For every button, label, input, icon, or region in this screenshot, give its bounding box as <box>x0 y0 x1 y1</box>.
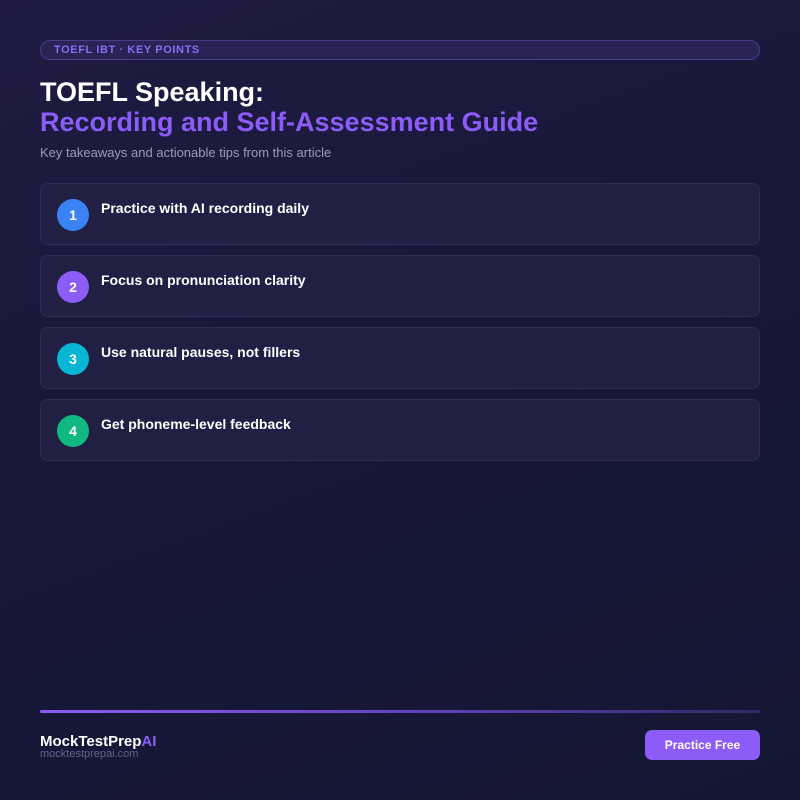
brand-logo: MockTestPrepAI <box>40 733 156 750</box>
footer-divider <box>40 710 760 713</box>
brand-name: MockTestPrep <box>40 733 142 750</box>
key-point-text: Get phoneme-level feedback <box>101 416 291 432</box>
practice-free-button[interactable]: Practice Free <box>645 730 760 760</box>
page-title: TOEFL Speaking: <box>40 77 265 107</box>
number-badge: 2 <box>57 271 89 303</box>
key-point-text: Use natural pauses, not fillers <box>101 344 301 360</box>
number-badge: 3 <box>57 343 89 375</box>
key-point-text: Practice with AI recording daily <box>101 200 309 216</box>
key-point-card: 2 Focus on pronunciation clarity <box>40 255 760 317</box>
page-title-highlight: Recording and Self-Assessment Guide <box>40 107 539 137</box>
page-subtitle: Key takeaways and actionable tips from t… <box>40 145 332 160</box>
category-badge: TOEFL IBT · KEY POINTS <box>40 40 760 60</box>
number-badge: 1 <box>57 199 89 231</box>
site-url[interactable]: mocktestprepai.com <box>40 748 139 760</box>
key-point-text: Focus on pronunciation clarity <box>101 272 306 288</box>
key-point-card: 3 Use natural pauses, not fillers <box>40 327 760 389</box>
key-point-card: 1 Practice with AI recording daily <box>40 183 760 245</box>
key-point-card: 4 Get phoneme-level feedback <box>40 399 760 461</box>
number-badge: 4 <box>57 415 89 447</box>
brand-accent: AI <box>141 733 157 750</box>
